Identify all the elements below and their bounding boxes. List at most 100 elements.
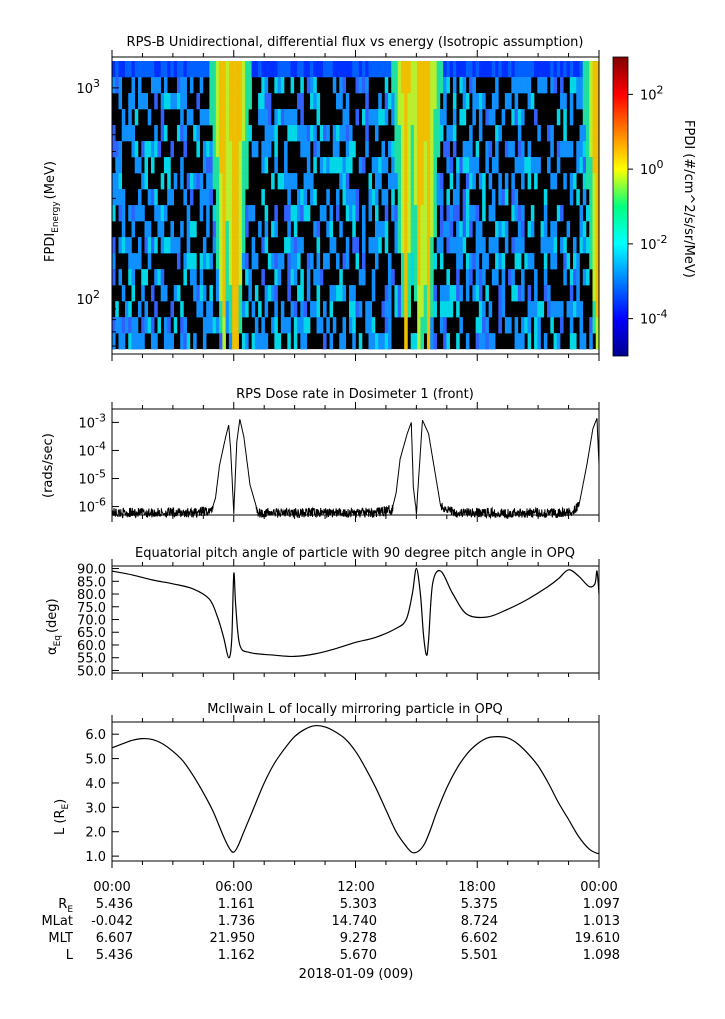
spectrogram-cell: [176, 285, 181, 302]
spectrogram-cell: [426, 237, 431, 254]
spectrogram-cell: [595, 269, 600, 286]
spectrogram-cell: [426, 333, 431, 350]
spectrogram-cell: [313, 61, 317, 78]
spectrogram-cell: [449, 157, 454, 174]
spectrogram-cell: [176, 237, 181, 254]
spectrogram-cell: [225, 93, 230, 110]
spectrogram-cell: [137, 77, 142, 94]
spectrogram-cell: [410, 205, 415, 222]
spectrogram-cell: [248, 205, 252, 222]
spectrogram-cell: [384, 221, 389, 238]
spectrogram-cell: [439, 221, 444, 238]
spectrogram-cell: [222, 221, 226, 238]
spectrogram-cell: [400, 61, 405, 78]
spectrogram-cell: [183, 189, 187, 206]
spectrogram-cell: [595, 61, 600, 78]
spectrogram-cell: [115, 141, 119, 158]
ephem-mlt-2: 9.278: [340, 931, 377, 946]
spectrogram-cell: [339, 125, 343, 142]
spectrogram-cell: [238, 77, 243, 94]
spectrogram-cell: [212, 77, 217, 94]
spectrogram-cell: [400, 109, 405, 126]
spectrogram-cell: [345, 61, 350, 78]
spectrogram-cell: [371, 109, 376, 126]
spectrogram-cell: [199, 109, 204, 126]
spectrogram-cell: [514, 333, 519, 350]
spectrogram-cell: [222, 189, 226, 206]
spectrogram-cell: [235, 333, 239, 350]
spectrogram-cell: [209, 93, 213, 110]
spectrogram-cell: [134, 141, 139, 158]
spectrogram-cell: [128, 269, 132, 286]
spectrogram-cell: [378, 93, 382, 110]
spectrogram-cell: [336, 189, 340, 206]
spectrogram-cell: [241, 221, 246, 238]
spectrogram-cell: [235, 317, 239, 334]
spectrogram-cell: [400, 173, 405, 190]
spectrogram-cell: [232, 77, 236, 94]
spectrogram-cell: [238, 61, 243, 78]
spectrogram-cell: [589, 61, 593, 78]
spectrogram-cell: [550, 317, 554, 334]
spectrogram-cell: [284, 141, 288, 158]
spectrogram-cell: [475, 317, 480, 334]
spectrogram-cell: [569, 173, 574, 190]
spectrogram-cell: [517, 333, 522, 350]
spectrogram-cell: [137, 205, 142, 222]
spectrogram-cell: [222, 205, 226, 222]
spectrogram-cell: [433, 157, 437, 174]
spectrogram-cell: [180, 77, 184, 94]
spectrogram-cell: [508, 93, 512, 110]
spectrogram-cell: [582, 93, 587, 110]
spectrogram-cell: [232, 173, 236, 190]
spectrogram-cell: [121, 189, 126, 206]
spectrogram-cell: [267, 285, 272, 302]
spectrogram-cell: [514, 285, 519, 302]
spectrogram-cell: [121, 61, 126, 78]
spectrogram-cell: [368, 109, 373, 126]
spectrogram-cell: [576, 253, 580, 270]
spectrogram-cell: [391, 93, 395, 110]
spectrogram-cell: [183, 125, 187, 142]
spectrogram-cell: [215, 77, 220, 94]
spectrogram-cell: [586, 269, 590, 286]
spectrogram-cell: [420, 205, 424, 222]
spectrogram-cell: [475, 285, 480, 302]
spectrogram-cell: [147, 237, 152, 254]
spectrogram-cell: [199, 189, 204, 206]
y-tick-label: 3.0: [85, 801, 106, 816]
spectrogram-cell: [410, 269, 415, 286]
spectrogram-cell: [384, 301, 389, 318]
spectrogram-cell: [589, 93, 593, 110]
spectrogram-cell: [417, 205, 421, 222]
spectrogram-cell: [576, 157, 580, 174]
spectrogram-cell: [508, 61, 512, 78]
spectrogram-cell: [556, 157, 561, 174]
spectrogram-cell: [478, 285, 483, 302]
spectrogram-cell: [514, 77, 519, 94]
spectrogram-cell: [277, 61, 282, 78]
spectrogram-cell: [124, 301, 129, 318]
spectrogram-cell: [274, 205, 278, 222]
spectrogram-cell: [517, 237, 522, 254]
spectrogram-cell: [475, 205, 480, 222]
spectrogram-cell: [131, 317, 136, 334]
spectrogram-cell: [141, 317, 145, 334]
spectrogram-cell: [118, 61, 123, 78]
spectrogram-cell: [417, 189, 421, 206]
spectrogram-cell: [319, 205, 324, 222]
spectrogram-cell: [209, 189, 213, 206]
spectrogram-cell: [361, 269, 366, 286]
spectrogram-cell: [134, 253, 139, 270]
spectrogram-cell: [423, 253, 428, 270]
spectrogram-cell: [180, 301, 184, 318]
ephem-l-4: 1.098: [583, 948, 620, 963]
spectrogram-cell: [475, 221, 480, 238]
spectrogram-cell: [511, 61, 515, 78]
spectrogram-cell: [251, 253, 256, 270]
spectrogram-cell: [547, 237, 551, 254]
y-tick-label: 6.0: [85, 728, 106, 743]
spectrogram-cell: [426, 253, 431, 270]
spectrogram-cell: [222, 301, 226, 318]
spectrogram-cell: [417, 61, 421, 78]
